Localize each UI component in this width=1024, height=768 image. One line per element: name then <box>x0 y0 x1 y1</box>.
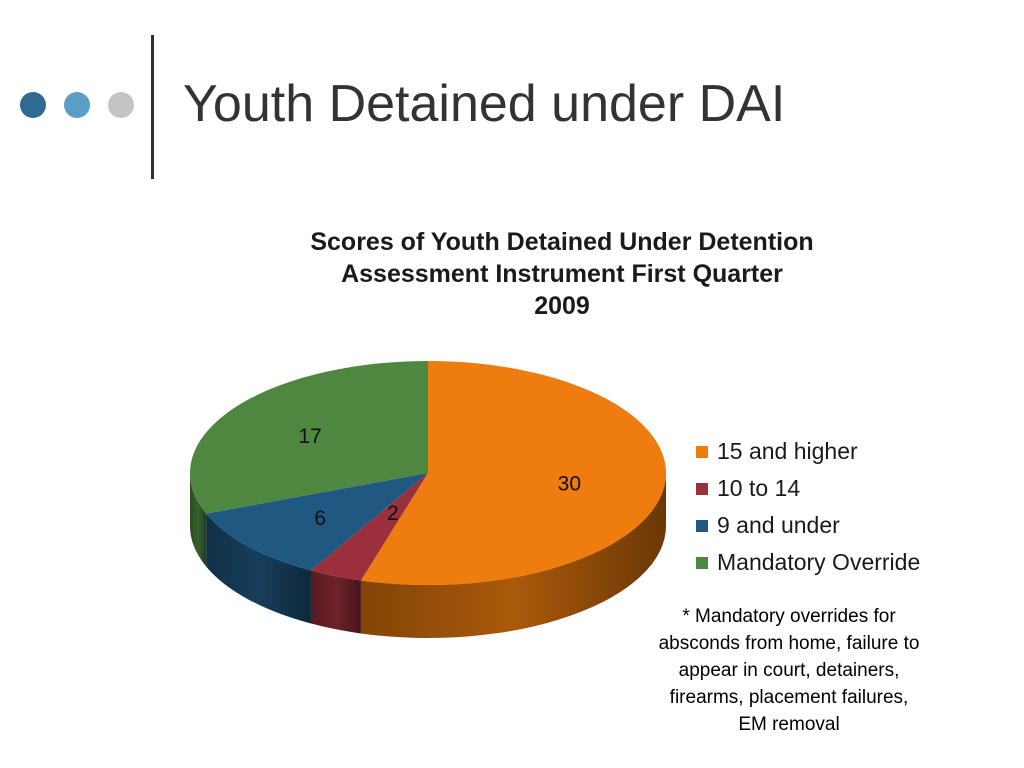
dot-dark-blue <box>20 92 46 118</box>
pie-data-labels: 30 2 6 17 <box>298 425 581 530</box>
legend-item: 9 and under <box>696 507 920 544</box>
legend-item: 10 to 14 <box>696 470 920 507</box>
legend-swatch <box>696 519 708 532</box>
legend-item: 15 and higher <box>696 433 920 470</box>
dot-gray <box>108 92 134 118</box>
data-label-15-and-higher: 30 <box>558 473 581 496</box>
legend-label: 9 and under <box>717 512 840 538</box>
title-divider <box>151 35 154 179</box>
pie-side-9-and-under <box>206 513 311 624</box>
chart-title-line-3: 2009 <box>534 292 590 320</box>
pie-sides <box>190 473 666 638</box>
chart-title-line-1: Scores of Youth Detained Under Detention <box>310 228 814 256</box>
pie-tops <box>189 361 667 585</box>
legend-swatch <box>696 482 708 495</box>
legend-item: Mandatory Override <box>696 544 920 581</box>
legend-swatch <box>696 445 708 458</box>
pie-slice-15-and-higher <box>360 361 667 585</box>
pie-slice-9-and-under <box>206 473 428 571</box>
pie-slice-mandatory-override <box>189 361 428 514</box>
legend-label: 15 and higher <box>717 438 858 464</box>
slide-title: Youth Detained under DAI <box>183 75 786 133</box>
footnote-line-3: appear in court, detainers, <box>678 660 900 681</box>
footnote-line-5: EM removal <box>738 714 840 735</box>
footnote: * Mandatory overrides for absconds from h… <box>626 603 952 738</box>
pie-side-mandatory-override <box>190 473 207 567</box>
slide-bullet-dots <box>18 92 138 120</box>
pie-side-15-and-higher <box>360 473 666 638</box>
chart-title-line-2: Assessment Instrument First Quarter <box>341 260 783 288</box>
chart-title: Scores of Youth Detained Under Detention… <box>212 226 912 322</box>
data-label-mandatory-override: 17 <box>298 425 321 448</box>
data-label-9-and-under: 6 <box>314 507 326 530</box>
footnote-line-4: firearms, placement failures, <box>669 687 909 708</box>
data-label-10-to-14: 2 <box>387 502 399 525</box>
legend-label: 10 to 14 <box>717 475 801 501</box>
legend-label: Mandatory Override <box>717 549 921 575</box>
chart-legend: 15 and higher 10 to 14 9 and under Mandator… <box>696 433 920 581</box>
footnote-line-1: * Mandatory overrides for <box>682 606 896 627</box>
footnote-line-2: absconds from home, failure to <box>658 633 920 654</box>
pie-side-10-to-14 <box>310 570 361 634</box>
dot-light-blue <box>64 92 90 118</box>
legend-swatch <box>696 556 708 569</box>
pie-slice-10-to-14 <box>310 473 428 581</box>
